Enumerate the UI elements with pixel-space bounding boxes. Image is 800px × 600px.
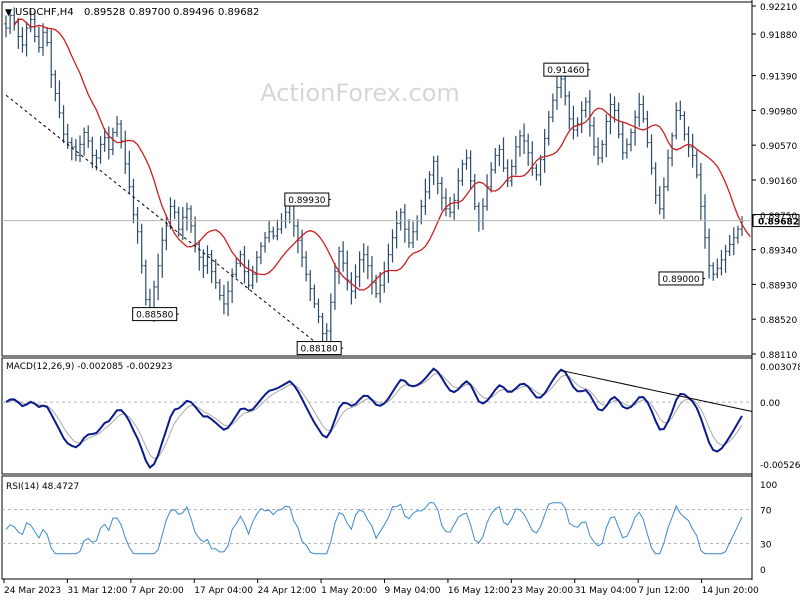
watermark-text: ActionForex.com [260,79,460,107]
price-tick-label: 0.88110 [760,351,797,361]
macd-panel-frame [1,357,753,475]
ohlc-open: 0.89528 [84,7,125,18]
x-tick-label: 7 Apr 20:00 [131,586,184,596]
chart-symbol: USDCHF,H4 [15,7,74,18]
annotation-label: 0.91460 [547,66,584,76]
x-tick-label: 31 May 04:00 [575,586,637,596]
price-tick-label: 0.91880 [760,31,797,41]
annotation-label: 0.89000 [662,275,699,285]
x-tick-label: 14 Jun 20:00 [702,586,759,596]
annotation-box [543,62,589,77]
macd-line [5,367,743,470]
rsi-tick-label: 0 [760,566,766,576]
annotation-box [658,271,704,286]
macd-signal-line [5,372,743,460]
x-tick-label: 31 Mar 12:00 [67,586,127,596]
last-price-label: 0.89682 [758,218,799,228]
price-tick-label: 0.91390 [760,73,797,83]
price-tick-label: 0.89340 [760,247,797,257]
annotation-box [132,307,178,322]
price-tick-label: 0.90980 [760,107,797,117]
price-tick-label: 0.88520 [760,316,797,326]
macd-title: MACD(12,26,9) -0.002085 -0.002923 [6,362,172,372]
x-tick-label: 9 May 04:00 [385,586,441,596]
price-tick-label: 0.90160 [760,177,797,187]
rsi-line [5,502,743,555]
annotation-box [284,192,330,207]
annotation-box [296,341,342,356]
annotation-label: 0.89930 [288,196,325,206]
x-tick-label: 24 Apr 12:00 [258,586,317,596]
x-tick-label: 24 Mar 2023 [4,586,61,596]
rsi-tick-label: 100 [760,481,777,491]
x-tick-label: 7 Jun 12:00 [638,586,690,596]
macd-trendline [560,369,753,413]
x-tick-label: 1 May 20:00 [321,586,377,596]
moving-average-line [13,18,751,291]
price-tick-label: 0.90570 [760,142,797,152]
price-tick-label: 0.88930 [760,281,797,291]
rsi-tick-label: 30 [760,541,772,551]
annotation-label: 0.88580 [136,311,173,321]
price-panel-frame [1,1,753,357]
rsi-panel-frame [1,475,753,580]
macd-tick-label: 0.003078 [760,363,800,373]
x-tick-label: 17 Apr 04:00 [194,586,253,596]
rsi-tick-label: 70 [760,507,772,517]
ohlc-close: 0.89682 [218,7,259,18]
annotation-label: 0.88180 [301,345,338,355]
last-price-box [752,214,800,228]
dashed-trendline [5,94,319,346]
macd-tick-label: -0.005268 [760,461,800,471]
x-tick-label: 23 May 20:00 [511,586,573,596]
price-tick-label: 0.92210 [760,3,797,13]
rsi-title: RSI(14) 48.4727 [6,482,79,492]
x-tick-label: 16 May 12:00 [448,586,510,596]
macd-tick-label: 0.00 [760,399,780,409]
price-tick-label: 0.89750 [760,212,797,222]
ohlc-low: 0.89496 [173,7,214,18]
ohlc-high: 0.89700 [129,7,170,18]
chart-title-arrow: ▼ [5,8,12,18]
